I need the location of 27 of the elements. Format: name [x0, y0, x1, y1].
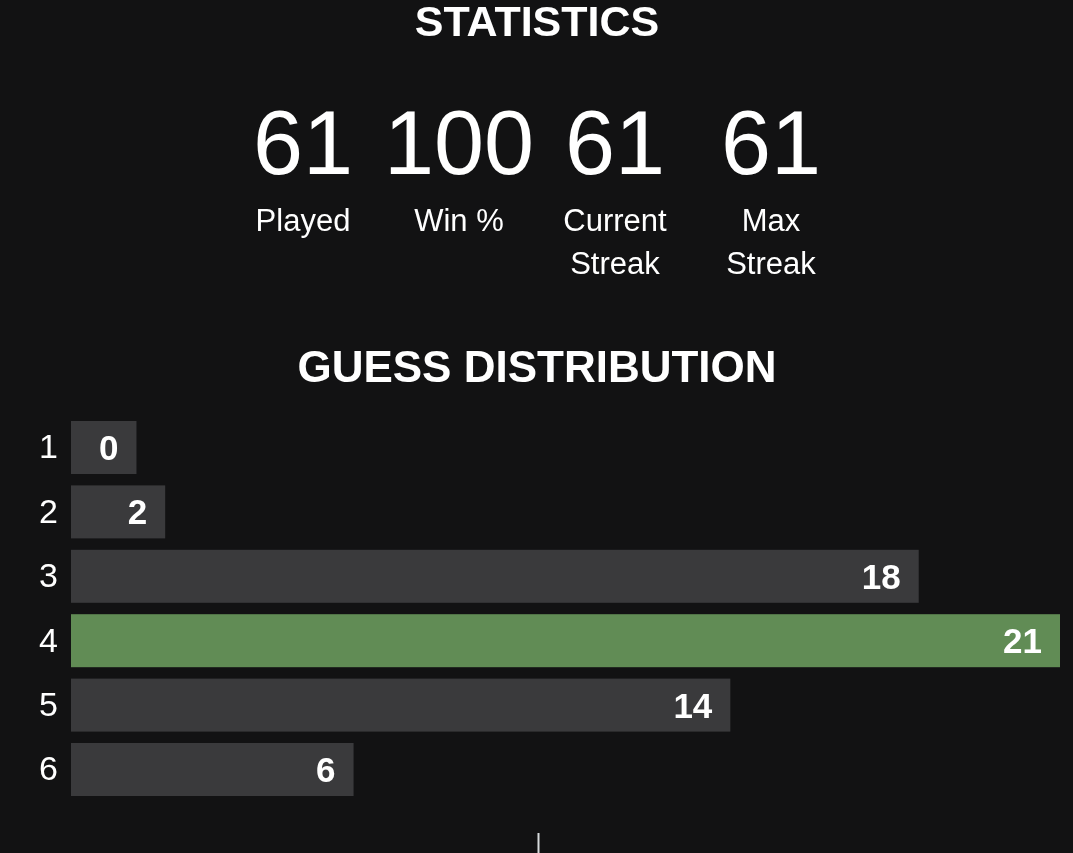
category-label: Max Streak	[726, 203, 817, 281]
y-tick-label: 6	[39, 749, 58, 788]
y-tick-label: 2	[39, 491, 58, 530]
category-label: Played	[255, 203, 351, 238]
data-label: 21	[1003, 621, 1042, 661]
data-label: 18	[861, 556, 901, 596]
data-label: 61	[564, 93, 666, 193]
data-label: 100	[383, 93, 535, 193]
y-tick-label: 3	[39, 556, 58, 595]
y-tick-label: 4	[39, 620, 58, 659]
y-tick-label: 1	[39, 427, 58, 466]
chart-title: GUESS DISTRIBUTION	[297, 342, 777, 391]
data-label: 14	[673, 685, 713, 725]
data-label: 0	[99, 428, 119, 467]
category-label: Win %	[414, 203, 504, 238]
bar	[71, 678, 731, 732]
y-tick-label: 5	[39, 684, 58, 723]
category-label: Current Streak	[563, 203, 668, 281]
bar	[71, 614, 1060, 668]
data-label: 61	[720, 93, 822, 193]
data-label: 6	[316, 750, 336, 789]
bar	[71, 549, 919, 603]
bar	[71, 485, 166, 539]
data-label: 61	[252, 93, 354, 193]
bar	[71, 743, 354, 796]
data-label: 2	[127, 492, 148, 532]
text: STATISTICS	[414, 0, 660, 45]
